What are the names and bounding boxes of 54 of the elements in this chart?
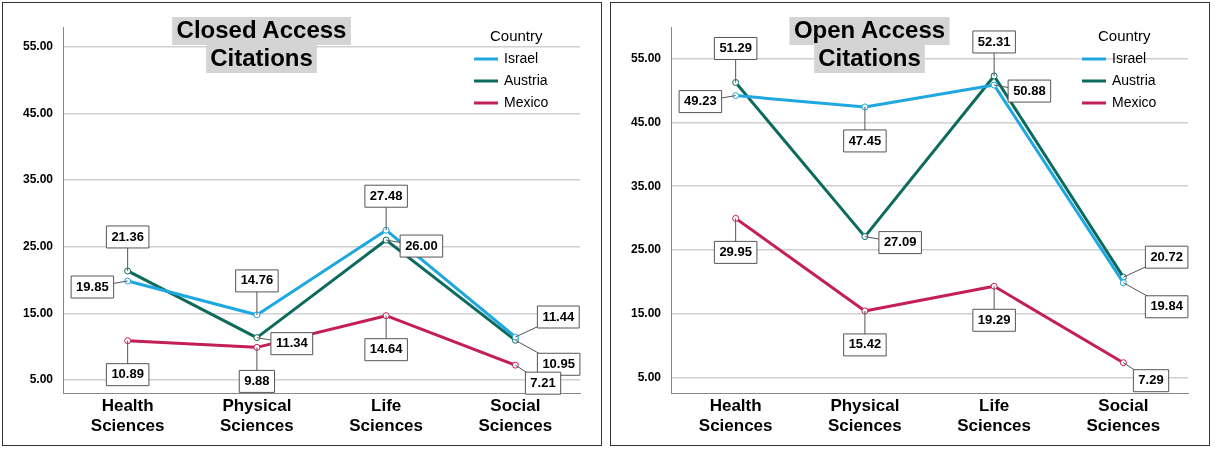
data-label: 14.64 [369, 341, 404, 357]
y-tick-label: 35.00 [23, 172, 54, 187]
data-label: 15.42 [848, 336, 882, 352]
y-tick-label: 25.00 [631, 242, 662, 257]
data-label: 14.76 [240, 272, 274, 288]
data-label: 29.95 [719, 243, 752, 259]
x-tick-label: Social Sciences [478, 396, 553, 436]
x-tick-label: Health Sciences [698, 396, 773, 436]
legend-label: Austria [1112, 71, 1156, 88]
y-tick-label: 5.00 [637, 369, 662, 384]
data-label: 10.89 [111, 366, 144, 382]
data-label: 27.09 [883, 234, 917, 250]
y-tick-label: 15.00 [631, 305, 662, 320]
x-tick-label: Physical Sciences [828, 396, 902, 436]
data-label: 49.23 [684, 93, 717, 109]
x-tick-label: Health Sciences [90, 396, 165, 436]
data-label: 19.85 [76, 278, 109, 294]
data-label: 50.88 [1013, 82, 1046, 98]
y-tick-label: 45.00 [23, 105, 54, 120]
x-tick-label: Life Sciences [349, 396, 423, 436]
data-label: 51.29 [719, 40, 752, 56]
data-label: 9.88 [244, 372, 270, 388]
y-tick-label: 55.00 [631, 51, 662, 66]
legend-label: Austria [504, 71, 548, 88]
legend-title: Country [1098, 27, 1152, 45]
data-label: 11.44 [542, 308, 575, 324]
y-tick-label: 5.00 [29, 372, 54, 387]
data-label: 11.34 [275, 335, 309, 351]
legend-label: Israel [1112, 49, 1147, 66]
data-label: 47.45 [848, 132, 882, 148]
chart-title: Closed Access Citations [176, 15, 347, 71]
data-label: 19.29 [977, 311, 1011, 327]
data-label: 26.00 [405, 237, 438, 253]
data-label: 27.48 [369, 187, 403, 203]
legend-label: Israel [504, 49, 539, 66]
x-tick-label: Life Sciences [957, 396, 1031, 436]
x-tick-label: Physical Sciences [220, 396, 294, 436]
y-tick-label: 35.00 [631, 178, 662, 193]
data-label: 20.72 [1150, 248, 1183, 264]
legend-title: Country [490, 27, 544, 45]
x-tick-label: Social Sciences [1086, 396, 1161, 436]
y-tick-label: 55.00 [23, 39, 54, 54]
data-label: 19.84 [1150, 298, 1184, 314]
y-tick-label: 45.00 [631, 114, 662, 129]
data-label: 7.29 [1138, 372, 1164, 388]
chart-title: Open Access Citations [793, 15, 946, 71]
y-tick-label: 15.00 [23, 305, 54, 320]
legend-label: Mexico [1112, 93, 1157, 110]
data-label: 7.21 [530, 374, 556, 390]
legend-label: Mexico [504, 93, 549, 110]
data-label: 21.36 [111, 228, 144, 244]
y-tick-label: 25.00 [23, 239, 54, 254]
data-label: 52.31 [977, 33, 1011, 49]
data-label: 10.95 [542, 355, 575, 371]
